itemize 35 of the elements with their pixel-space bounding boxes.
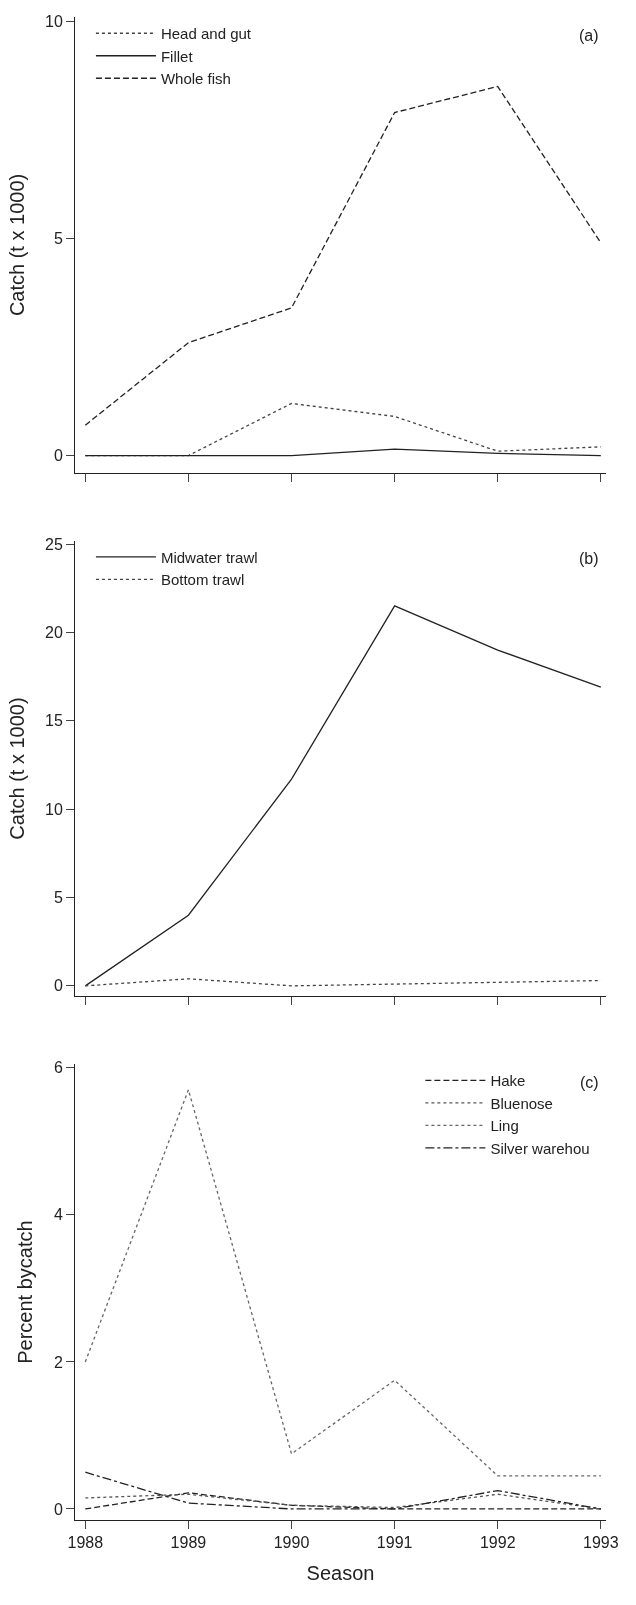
y-tick-label: 0 <box>53 1500 63 1518</box>
y-tick-label: 5 <box>53 230 63 248</box>
y-tick-label: 5 <box>53 889 63 907</box>
legend-label: Hake <box>490 1072 526 1090</box>
y-tick-label: 25 <box>45 535 63 553</box>
y-tick-label: 10 <box>45 12 63 30</box>
y-tick-label: 10 <box>45 800 63 818</box>
y-tick-label: 6 <box>53 1059 63 1077</box>
x-tick-label: 1992 <box>479 1534 516 1552</box>
legend-label: Bottom trawl <box>160 571 245 589</box>
y-axis-title: Percent bycatch <box>14 1220 37 1364</box>
x-tick-label: 1993 <box>583 1534 619 1552</box>
x-tick-label: 1988 <box>67 1534 104 1552</box>
legend-label: Midwater trawl <box>160 548 258 566</box>
y-tick-label: 20 <box>45 624 63 642</box>
legend-label: Fillet <box>160 47 194 65</box>
y-tick-label: 2 <box>53 1353 63 1371</box>
x-axis-title: Season <box>306 1561 375 1584</box>
legend-label: Silver warehou <box>490 1139 590 1157</box>
x-tick-label: 1990 <box>273 1534 310 1552</box>
annotation: (b) <box>579 550 599 567</box>
x-tick-label: 1991 <box>376 1534 413 1552</box>
y-tick-label: 0 <box>53 977 63 995</box>
legend-label: Ling <box>490 1117 519 1135</box>
x-tick-label: 1989 <box>170 1534 207 1552</box>
annotation: (c) <box>580 1074 599 1091</box>
y-tick-label: 4 <box>53 1206 63 1224</box>
y-axis-title: Catch (t x 1000) <box>5 173 28 317</box>
legend-label: Head and gut <box>160 25 252 43</box>
annotation: (a) <box>579 27 599 44</box>
y-tick-label: 0 <box>53 447 63 465</box>
y-tick-label: 15 <box>45 712 63 730</box>
legend-label: Whole fish <box>160 70 231 88</box>
legend-label: Bluenose <box>490 1094 553 1112</box>
y-axis-title: Catch (t x 1000) <box>5 697 28 840</box>
